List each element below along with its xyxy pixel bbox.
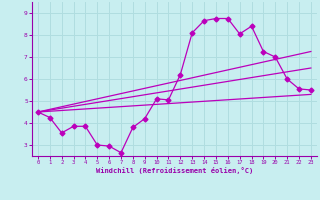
X-axis label: Windchill (Refroidissement éolien,°C): Windchill (Refroidissement éolien,°C): [96, 167, 253, 174]
